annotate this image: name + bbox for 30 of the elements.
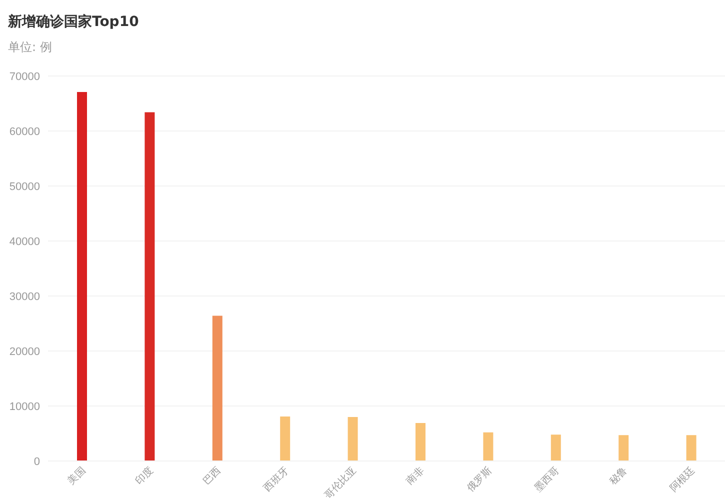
y-tick-label: 0 (34, 456, 40, 468)
x-tick-label: 印度 (133, 464, 156, 488)
x-tick-label: 秘鲁 (606, 464, 630, 488)
bar (77, 92, 87, 461)
x-tick-label: 俄罗斯 (464, 464, 494, 494)
bar (686, 435, 696, 461)
bar (416, 423, 426, 461)
x-tick-label: 美国 (65, 464, 88, 488)
bar (212, 316, 222, 461)
y-tick-label: 20000 (9, 346, 40, 358)
bar (483, 432, 494, 461)
bar (348, 417, 358, 461)
bar (280, 416, 290, 461)
bar (618, 435, 629, 461)
x-tick-label: 巴西 (201, 465, 224, 488)
y-tick-label: 60000 (9, 126, 40, 138)
chart-subtitle: 单位: 例 (8, 39, 52, 55)
bar (550, 434, 561, 461)
y-tick-label: 40000 (9, 236, 40, 248)
x-tick-label: 哥伦比亚 (322, 464, 359, 500)
y-tick-label: 70000 (9, 70, 40, 83)
bar (144, 112, 155, 461)
x-tick-label: 西班牙 (261, 464, 292, 494)
y-tick-label: 10000 (9, 400, 40, 413)
y-tick-label: 50000 (9, 180, 40, 193)
x-tick-label: 南非 (404, 464, 426, 488)
chart-title: 新增确诊国家Top10 (8, 13, 139, 31)
x-tick-label: 墨西哥 (532, 465, 562, 494)
x-tick-label: 阿根廷 (668, 464, 698, 494)
y-tick-label: 30000 (9, 290, 40, 303)
